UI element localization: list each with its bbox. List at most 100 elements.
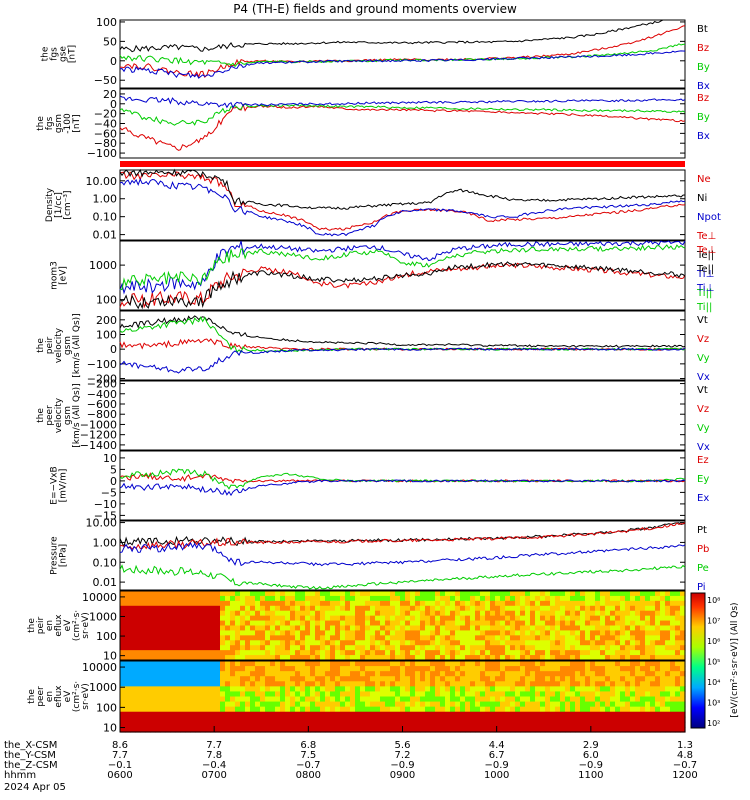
spec-cell <box>175 726 181 733</box>
spec-cell <box>365 706 371 713</box>
spec-cell <box>145 661 151 667</box>
spec-cell <box>435 691 441 698</box>
spec-cell <box>355 671 361 677</box>
spec-cell <box>630 640 636 646</box>
spec-cell <box>235 595 241 602</box>
spec-cell <box>435 620 441 627</box>
spec-cell <box>460 645 466 651</box>
spec-cell <box>545 706 551 713</box>
spec-cell <box>620 630 626 636</box>
spec-cell <box>300 671 306 677</box>
spec-cell <box>435 595 441 602</box>
spec-cell <box>620 610 626 617</box>
spec-cell <box>565 696 571 703</box>
spec-cell <box>525 655 531 661</box>
spec-cell <box>245 671 251 677</box>
spec-cell <box>465 666 471 672</box>
spec-cell <box>215 650 221 656</box>
spec-cell <box>680 661 686 667</box>
spec-cell <box>495 620 501 627</box>
spec-cell <box>210 726 216 733</box>
spec-cell <box>540 706 546 713</box>
spec-cell <box>350 691 356 698</box>
ytick-label-peir_vel-2: 0 <box>110 343 117 356</box>
spec-cell <box>270 635 276 641</box>
spec-cell <box>370 666 376 672</box>
spec-cell <box>415 711 421 718</box>
spec-cell <box>520 615 526 622</box>
spec-cell <box>155 701 161 708</box>
spec-cell <box>205 711 211 718</box>
spec-cell <box>600 610 606 617</box>
spec-cell <box>265 671 271 677</box>
spec-cell <box>240 620 246 627</box>
spec-cell <box>635 676 641 682</box>
spec-cell <box>325 630 331 636</box>
spec-cell <box>505 655 511 661</box>
spec-cell <box>625 630 631 636</box>
spec-cell <box>450 625 456 632</box>
spec-cell <box>250 701 256 708</box>
spec-cell <box>400 716 406 723</box>
spec-cell <box>210 655 216 661</box>
spec-cell <box>165 625 171 632</box>
spec-cell <box>140 716 146 723</box>
spec-cell <box>265 696 271 703</box>
spec-cell <box>535 701 541 708</box>
spec-cell <box>130 655 136 661</box>
spec-cell <box>570 595 576 602</box>
spec-cell <box>185 640 191 646</box>
spec-cell <box>230 716 236 723</box>
spec-cell <box>390 630 396 636</box>
spec-cell <box>590 630 596 636</box>
spec-cell <box>545 635 551 641</box>
spec-cell <box>275 716 281 723</box>
spec-cell <box>165 691 171 698</box>
spec-cell <box>375 666 381 672</box>
ytick-label-peer_vel-2: −600 <box>87 398 117 411</box>
spec-cell <box>280 625 286 632</box>
spec-cell <box>240 726 246 733</box>
spec-cell <box>450 661 456 667</box>
spec-cell <box>295 615 301 622</box>
spec-cell <box>240 625 246 632</box>
spec-cell <box>280 681 286 687</box>
spec-cell <box>385 635 391 641</box>
spec-cell <box>640 645 646 651</box>
spec-cell <box>360 701 366 708</box>
spec-cell <box>490 620 496 627</box>
spec-cell <box>205 645 211 651</box>
spec-cell <box>665 686 671 693</box>
ylabel-line-peir_spec-4: eV <box>63 619 73 632</box>
spec-cell <box>530 666 536 672</box>
spec-cell <box>505 696 511 703</box>
spec-cell <box>605 681 611 687</box>
spec-cell <box>310 655 316 661</box>
spec-cell <box>200 691 206 698</box>
spec-cell <box>420 655 426 661</box>
spec-cell <box>590 671 596 677</box>
spec-cell <box>505 650 511 656</box>
spec-cell <box>245 635 251 641</box>
spec-cell <box>245 676 251 682</box>
spec-cell <box>185 635 191 641</box>
spec-cell <box>640 620 646 627</box>
spec-cell <box>415 630 421 636</box>
spec-cell <box>565 655 571 661</box>
spec-cell <box>580 701 586 708</box>
spec-cell <box>650 620 656 627</box>
spec-cell <box>155 605 161 612</box>
spec-cell <box>265 635 271 641</box>
spec-cell <box>640 666 646 672</box>
spec-cell <box>660 640 666 646</box>
spec-cell <box>295 681 301 687</box>
spec-cell <box>170 701 176 708</box>
spec-cell <box>305 671 311 677</box>
spec-cell <box>630 676 636 682</box>
spec-cell <box>555 696 561 703</box>
spec-cell <box>470 640 476 646</box>
spec-cell <box>425 640 431 646</box>
spec-cell <box>170 640 176 646</box>
spec-cell <box>555 671 561 677</box>
spec-cell <box>655 681 661 687</box>
